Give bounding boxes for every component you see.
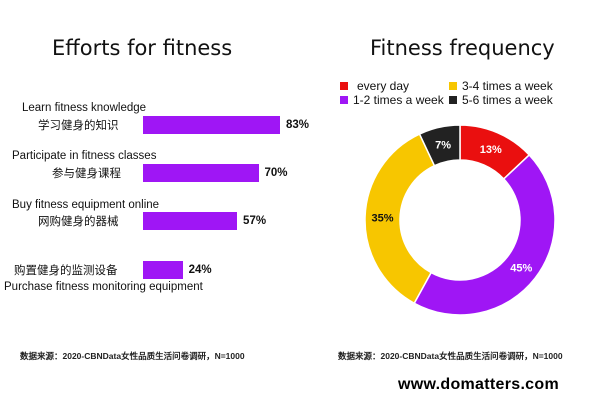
bar-label-zh-0: 学习健身的知识 <box>38 120 119 132</box>
legend-swatch-every-day <box>340 82 348 90</box>
legend-label-5-6-times: 5-6 times a week <box>462 93 553 107</box>
bar-1 <box>143 164 259 182</box>
bar-label-en-0: Learn fitness knowledge <box>22 102 147 114</box>
donut-slice-3 <box>418 124 461 167</box>
bar-value-label-1: 70% <box>264 167 288 179</box>
bar-label-en-1: Participate in fitness classes <box>12 150 157 162</box>
donut-slice-label-0: 13% <box>480 144 502 156</box>
bar-chart-source: 数据来源：2020-CBNData女性品质生活问卷调研，N=1000 <box>20 351 245 361</box>
bar-value-label-2: 57% <box>243 215 267 227</box>
bar-value-label-3: 24% <box>188 264 212 276</box>
legend-item-5-6-times: 5-6 times a week <box>449 93 553 107</box>
legend-item-1-2-times: 1-2 times a week <box>340 93 444 107</box>
bar-label-zh-1: 参与健身课程 <box>52 168 121 180</box>
legend-item-every-day: every day <box>340 79 409 93</box>
donut-chart: 13% 45% 35% 7% <box>364 124 556 316</box>
bar-2 <box>143 212 238 230</box>
legend-label-1-2-times: 1-2 times a week <box>353 93 444 107</box>
legend-swatch-5-6-times <box>449 96 457 104</box>
bar-label-zh-3: 购置健身的监测设备 <box>14 265 118 277</box>
legend-label-3-4-times: 3-4 times a week <box>462 79 553 93</box>
bar-label-en-2: Buy fitness equipment online <box>12 199 160 211</box>
donut-chart-title: Fitness frequency <box>370 36 555 60</box>
bar-label-en-3: Purchase fitness monitoring equipment <box>4 281 203 293</box>
watermark: www.domatters.com <box>398 376 559 393</box>
donut-chart-source: 数据来源：2020-CBNData女性品质生活问卷调研，N=1000 <box>338 351 563 361</box>
donut-slice-label-2: 35% <box>372 213 394 225</box>
bar-label-zh-2: 网购健身的器械 <box>38 216 119 228</box>
legend-label-every-day: every day <box>357 79 410 93</box>
donut-slice-label-1: 45% <box>510 263 532 275</box>
bar-3 <box>143 261 183 279</box>
bar-chart-title: Efforts for fitness <box>52 36 233 60</box>
legend-item-3-4-times: 3-4 times a week <box>449 79 553 93</box>
bar-value-label-0: 83% <box>285 119 309 131</box>
legend-swatch-1-2-times <box>340 96 348 104</box>
bar-0 <box>143 116 280 134</box>
donut-slice-label-3: 7% <box>435 139 451 151</box>
legend-swatch-3-4-times <box>449 82 457 90</box>
donut-slice-2 <box>364 133 436 305</box>
donut-slice-1 <box>413 153 556 316</box>
